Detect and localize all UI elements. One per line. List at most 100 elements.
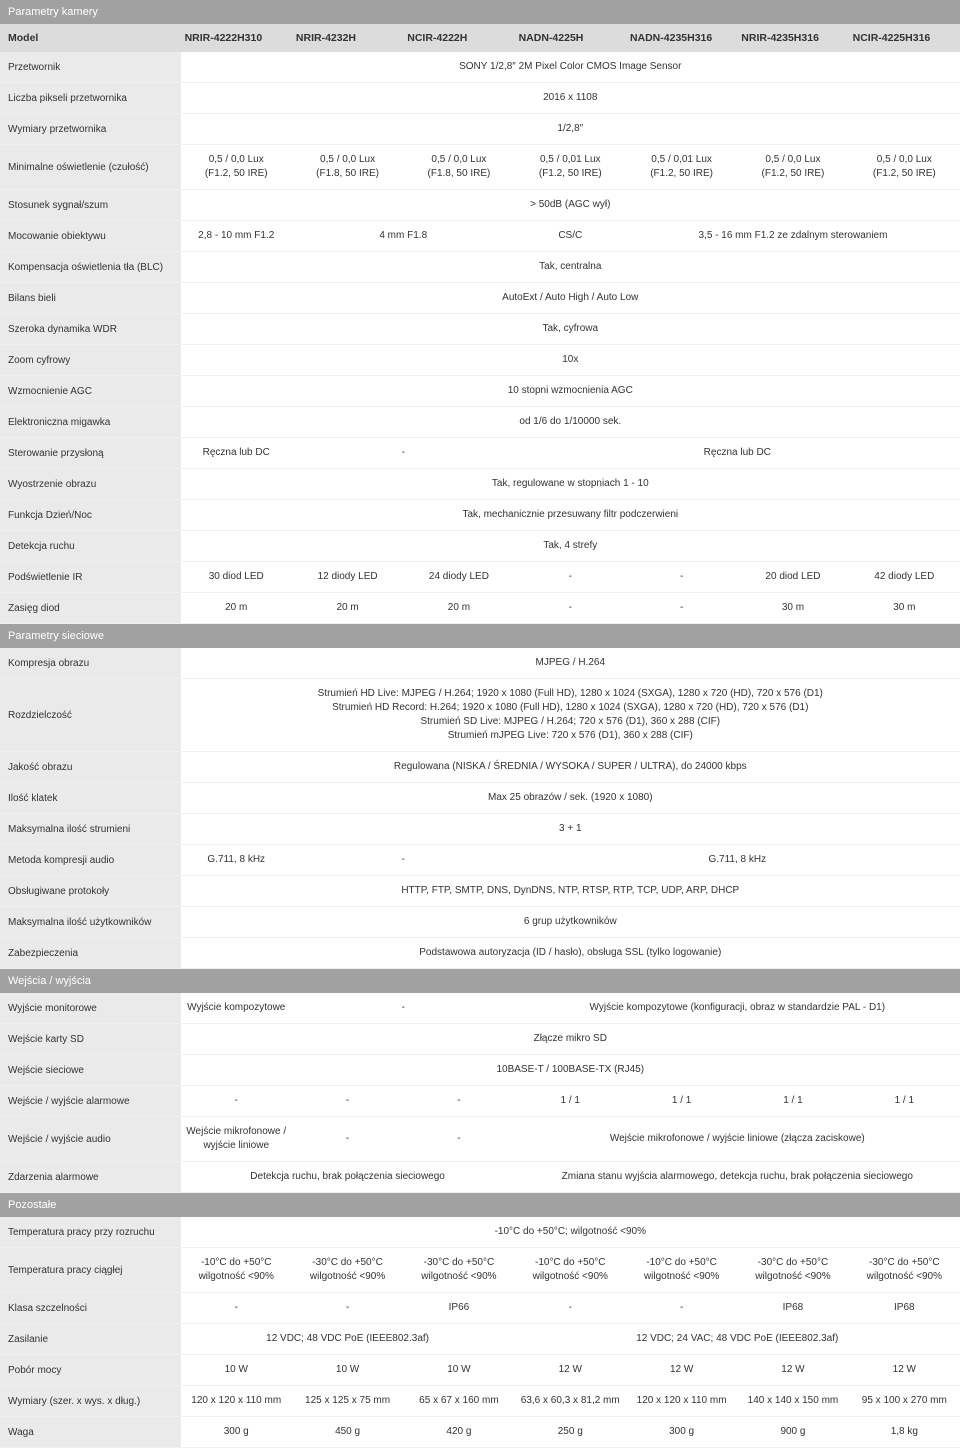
row-label: Wejście / wyjście alarmowe bbox=[0, 1086, 181, 1117]
table-row: Maksymalna ilość strumieni3 + 1 bbox=[0, 814, 960, 845]
spec-cell: 65 x 67 x 160 mm bbox=[403, 1386, 514, 1417]
spec-cell: 1 / 1 bbox=[515, 1086, 626, 1117]
spec-cell: - bbox=[292, 438, 515, 469]
section-title: Parametry kamery bbox=[0, 0, 960, 24]
table-row: Liczba pikseli przetwornika2016 x 1108 bbox=[0, 83, 960, 114]
spec-cell: 20 diod LED bbox=[737, 562, 848, 593]
spec-cell: 24 diody LED bbox=[403, 562, 514, 593]
spec-cell: 20 m bbox=[181, 593, 292, 624]
spec-cell: 10x bbox=[181, 345, 960, 376]
section-title: Pozostałe bbox=[0, 1193, 960, 1218]
spec-cell: 140 x 140 x 150 mm bbox=[737, 1386, 848, 1417]
table-row: Wyostrzenie obrazuTak, regulowane w stop… bbox=[0, 469, 960, 500]
spec-cell: - bbox=[181, 1293, 292, 1324]
spec-cell: 6 grup użytkowników bbox=[181, 907, 960, 938]
spec-cell: 0,5 / 0,0 Lux(F1.8, 50 IRE) bbox=[403, 145, 514, 190]
spec-cell: Ręczna lub DC bbox=[515, 438, 960, 469]
row-label: Maksymalna ilość użytkowników bbox=[0, 907, 181, 938]
row-label: Zabezpieczenia bbox=[0, 938, 181, 969]
table-row: RozdzielczośćStrumień HD Live: MJPEG / H… bbox=[0, 679, 960, 752]
table-row: Wejście karty SDZłącze mikro SD bbox=[0, 1024, 960, 1055]
row-label: Rozdzielczość bbox=[0, 679, 181, 752]
spec-cell: 420 g bbox=[403, 1417, 514, 1448]
spec-cell: > 50dB (AGC wył) bbox=[181, 190, 960, 221]
spec-cell: 42 diody LED bbox=[849, 562, 960, 593]
spec-cell: 20 m bbox=[292, 593, 403, 624]
table-row: Kompresja obrazuMJPEG / H.264 bbox=[0, 648, 960, 679]
spec-cell: 2,8 - 10 mm F1.2 bbox=[181, 221, 292, 252]
table-row: Maksymalna ilość użytkowników6 grup użyt… bbox=[0, 907, 960, 938]
table-row: Ilość klatekMax 25 obrazów / sek. (1920 … bbox=[0, 783, 960, 814]
spec-cell: 4 mm F1.8 bbox=[292, 221, 515, 252]
row-label: Liczba pikseli przetwornika bbox=[0, 83, 181, 114]
table-row: Wyjście monitoroweWyjście kompozytowe-Wy… bbox=[0, 993, 960, 1024]
spec-cell: Wejście mikrofonowe / wyjście liniowe (z… bbox=[515, 1117, 960, 1162]
spec-cell: 30 m bbox=[849, 593, 960, 624]
spec-table: Parametry kameryModelNRIR-4222H310NRIR-4… bbox=[0, 0, 960, 1448]
row-label: Stosunek sygnał/szum bbox=[0, 190, 181, 221]
spec-cell: -10°C do +50°Cwilgotność <90% bbox=[181, 1248, 292, 1293]
spec-cell: 0,5 / 0,01 Lux(F1.2, 50 IRE) bbox=[515, 145, 626, 190]
table-row: Detekcja ruchuTak, 4 strefy bbox=[0, 531, 960, 562]
row-label: Przetwornik bbox=[0, 52, 181, 83]
spec-cell: Podstawowa autoryzacja (ID / hasło), obs… bbox=[181, 938, 960, 969]
spec-cell: - bbox=[403, 1117, 514, 1162]
spec-cell: 12 W bbox=[515, 1355, 626, 1386]
spec-cell: 900 g bbox=[737, 1417, 848, 1448]
spec-cell: - bbox=[292, 845, 515, 876]
spec-cell: 12 diody LED bbox=[292, 562, 403, 593]
spec-cell: IP68 bbox=[849, 1293, 960, 1324]
spec-cell: G.711, 8 kHz bbox=[515, 845, 960, 876]
section-header: Pozostałe bbox=[0, 1193, 960, 1218]
row-label: Detekcja ruchu bbox=[0, 531, 181, 562]
row-label: Metoda kompresji audio bbox=[0, 845, 181, 876]
row-label: Mocowanie obiektywu bbox=[0, 221, 181, 252]
spec-cell: 0,5 / 0,0 Lux(F1.2, 50 IRE) bbox=[849, 145, 960, 190]
spec-cell: 10 stopni wzmocnienia AGC bbox=[181, 376, 960, 407]
table-row: Bilans bieliAutoExt / Auto High / Auto L… bbox=[0, 283, 960, 314]
row-label: Jakość obrazu bbox=[0, 752, 181, 783]
table-row: Zasilanie12 VDC; 48 VDC PoE (IEEE802.3af… bbox=[0, 1324, 960, 1355]
table-row: Klasa szczelności--IP66--IP68IP68 bbox=[0, 1293, 960, 1324]
table-row: Sterowanie przysłonąRęczna lub DC-Ręczna… bbox=[0, 438, 960, 469]
spec-cell: AutoExt / Auto High / Auto Low bbox=[181, 283, 960, 314]
spec-cell: 30 m bbox=[737, 593, 848, 624]
model-name: NRIR-4235H316 bbox=[737, 24, 848, 52]
spec-cell: 125 x 125 x 75 mm bbox=[292, 1386, 403, 1417]
section-header: Wejścia / wyjścia bbox=[0, 969, 960, 994]
table-row: Jakość obrazuRegulowana (NISKA / ŚREDNIA… bbox=[0, 752, 960, 783]
row-label: Elektroniczna migawka bbox=[0, 407, 181, 438]
spec-cell: - bbox=[626, 593, 737, 624]
spec-cell: 1,8 kg bbox=[849, 1417, 960, 1448]
row-label: Wymiary przetwornika bbox=[0, 114, 181, 145]
table-row: PrzetwornikSONY 1/2,8″ 2M Pixel Color CM… bbox=[0, 52, 960, 83]
model-name: NADN-4225H bbox=[515, 24, 626, 52]
table-row: Zdarzenia alarmoweDetekcja ruchu, brak p… bbox=[0, 1162, 960, 1193]
table-row: Podświetlenie IR30 diod LED12 diody LED2… bbox=[0, 562, 960, 593]
table-row: Wzmocnienie AGC10 stopni wzmocnienia AGC bbox=[0, 376, 960, 407]
spec-cell: 120 x 120 x 110 mm bbox=[626, 1386, 737, 1417]
spec-cell: Tak, centralna bbox=[181, 252, 960, 283]
spec-cell: Tak, cyfrowa bbox=[181, 314, 960, 345]
row-label: Zasilanie bbox=[0, 1324, 181, 1355]
spec-cell: 30 diod LED bbox=[181, 562, 292, 593]
table-row: Pobór mocy10 W10 W10 W12 W12 W12 W12 W bbox=[0, 1355, 960, 1386]
spec-cell: 63,6 x 60,3 x 81,2 mm bbox=[515, 1386, 626, 1417]
table-row: Funkcja Dzień/NocTak, mechanicznie przes… bbox=[0, 500, 960, 531]
spec-cell: 10 W bbox=[403, 1355, 514, 1386]
model-label: Model bbox=[0, 24, 181, 52]
table-row: Wejście sieciowe10BASE-T / 100BASE-TX (R… bbox=[0, 1055, 960, 1086]
row-label: Kompensacja oświetlenia tła (BLC) bbox=[0, 252, 181, 283]
section-title: Wejścia / wyjścia bbox=[0, 969, 960, 994]
table-row: Zoom cyfrowy10x bbox=[0, 345, 960, 376]
spec-cell: Regulowana (NISKA / ŚREDNIA / WYSOKA / S… bbox=[181, 752, 960, 783]
model-name: NRIR-4232H bbox=[292, 24, 403, 52]
row-label: Ilość klatek bbox=[0, 783, 181, 814]
spec-cell: - bbox=[403, 1086, 514, 1117]
row-label: Wejście sieciowe bbox=[0, 1055, 181, 1086]
spec-cell: 3 + 1 bbox=[181, 814, 960, 845]
spec-cell: - bbox=[292, 993, 515, 1024]
spec-cell: 1 / 1 bbox=[849, 1086, 960, 1117]
spec-cell: 450 g bbox=[292, 1417, 403, 1448]
table-row: Kompensacja oświetlenia tła (BLC)Tak, ce… bbox=[0, 252, 960, 283]
